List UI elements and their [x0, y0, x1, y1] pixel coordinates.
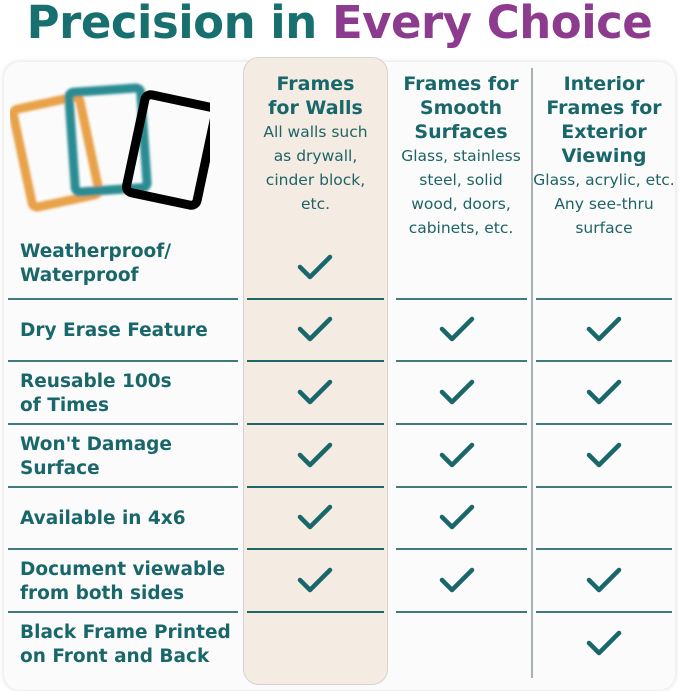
row-label: Won't Damage Surface: [20, 433, 172, 479]
row-label: Dry Erase Feature: [20, 320, 208, 341]
row-divider: [396, 298, 527, 300]
row-divider: [8, 486, 238, 488]
checkmark-icon: [586, 316, 622, 342]
checkmark-icon: [439, 504, 475, 530]
row-label: Reusable 100s of Times: [20, 370, 172, 416]
row-divider: [8, 611, 238, 613]
row-divider: [396, 611, 527, 613]
checkmark-icon: [297, 504, 333, 530]
checkmark-icon: [297, 379, 333, 404]
row-label: Available in 4x6: [20, 508, 186, 529]
checkmark-icon: [439, 442, 475, 467]
row-label: Black Frame Printed on Front and Back: [20, 622, 231, 667]
row-label: Document viewable from both sides: [20, 558, 226, 604]
checkmark-icon: [297, 442, 333, 467]
row-divider: [396, 423, 527, 425]
row-divider: [8, 423, 238, 425]
row-divider: [247, 611, 384, 613]
checkmark-icon: [439, 379, 475, 404]
row-divider: [8, 360, 238, 362]
row-divider: [247, 360, 384, 362]
checkmark-icon: [297, 567, 333, 592]
row-divider: [536, 548, 672, 550]
checkmark-icon: [586, 379, 622, 404]
row-divider: [247, 423, 384, 425]
row-divider: [247, 548, 384, 550]
column-divider: [531, 68, 533, 678]
checkmark-icon: [586, 630, 622, 656]
column-header-interior: Interior Frames for Exterior Viewing Glass,…: [533, 73, 675, 237]
row-divider: [247, 298, 384, 300]
row-divider: [536, 486, 672, 488]
row-divider: [536, 298, 672, 300]
frames-illustration-icon: [10, 83, 210, 212]
row-divider: [536, 360, 672, 362]
checkmark-icon: [297, 254, 333, 280]
column-header-walls: Frames for Walls All walls such as drywall…: [263, 73, 368, 213]
page-title: Precision in Every Choice: [26, 0, 653, 49]
checkmark-icon: [439, 316, 475, 342]
row-divider: [536, 611, 672, 613]
row-divider: [8, 548, 238, 550]
row-divider: [396, 486, 527, 488]
row-label: Weatherproof/Waterproof: [20, 241, 172, 286]
checkmark-icon: [586, 442, 622, 467]
checkmark-icon: [586, 567, 622, 592]
highlight-column: [243, 57, 388, 685]
row-divider: [396, 548, 527, 550]
checkmark-icon: [297, 316, 333, 342]
row-divider: [396, 360, 527, 362]
row-divider: [536, 423, 672, 425]
row-divider: [247, 486, 384, 488]
column-header-smooth: Frames for Smooth Surfaces Glass, stainles…: [401, 73, 521, 237]
row-divider: [8, 298, 238, 300]
checkmark-icon: [439, 567, 475, 592]
